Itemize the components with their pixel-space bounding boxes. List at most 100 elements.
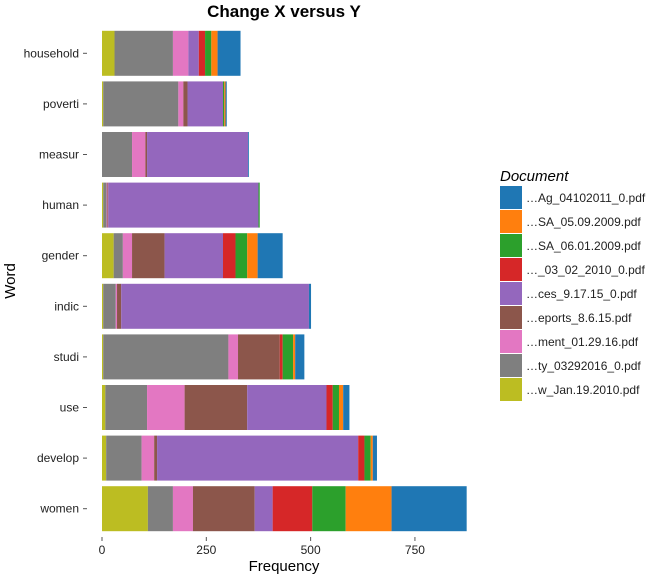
bar-segment-develop-3 — [154, 435, 158, 481]
bar-segment-indic-0 — [102, 283, 104, 329]
bar-segment-develop-2 — [141, 435, 155, 481]
bar-segment-household-7 — [211, 30, 218, 76]
bar-segment-human-4 — [108, 182, 259, 228]
bar-segment-indic-2 — [115, 283, 118, 329]
bar-segment-indic-8 — [308, 283, 312, 329]
y-tick-label: poverti — [43, 97, 79, 111]
y-axis-title: Word — [2, 263, 19, 299]
bar-segment-studi-7 — [293, 334, 296, 380]
bar-segment-measur-4 — [147, 132, 249, 177]
bar-segment-indic-3 — [117, 283, 122, 329]
y-tick-label: household — [24, 46, 79, 60]
y-tick-label: studi — [54, 350, 79, 364]
legend-label: …ty_03292016_0.pdf — [526, 359, 641, 373]
legend-swatch — [500, 282, 522, 305]
bar-segment-poverti-8 — [225, 81, 227, 127]
bar-segment-gender-8 — [257, 233, 283, 279]
bar-segment-studi-0 — [102, 334, 104, 380]
bar-segment-measur-1 — [102, 132, 133, 177]
legend-swatch — [500, 210, 522, 233]
bar-segment-use-1 — [105, 385, 148, 430]
bar-segment-women-0 — [102, 486, 148, 532]
bar-segment-studi-6 — [282, 334, 294, 380]
bar-segment-poverti-4 — [187, 81, 223, 127]
legend-label: …SA_06.01.2009.pdf — [526, 239, 641, 253]
bar-segment-use-7 — [338, 385, 344, 430]
x-tick-label: 500 — [301, 543, 321, 557]
bar-segment-household-8 — [217, 30, 241, 76]
y-tick-label: develop — [37, 451, 79, 465]
bar-segment-studi-1 — [103, 334, 229, 380]
bar-segment-measur-2 — [132, 132, 146, 177]
bar-segment-use-2 — [147, 385, 185, 430]
legend-label: …_03_02_2010_0.pdf — [526, 263, 645, 277]
bar-segment-household-4 — [188, 30, 199, 76]
bar-segment-human-3 — [107, 182, 109, 228]
bar-segment-gender-0 — [102, 233, 114, 279]
bar-segment-women-6 — [312, 486, 346, 532]
bar-segment-women-8 — [391, 486, 467, 532]
bar-segment-use-0 — [102, 385, 106, 430]
legend-swatch — [500, 378, 522, 401]
bar-segment-human-2 — [106, 182, 108, 228]
bar-segment-develop-4 — [157, 435, 359, 481]
legend-label: …Ag_04102011_0.pdf — [526, 191, 646, 205]
bar-segment-household-2 — [172, 30, 189, 76]
bar-segment-indic-1 — [103, 283, 116, 329]
bar-segment-studi-2 — [228, 334, 239, 380]
bar-segment-develop-5 — [358, 435, 365, 481]
bar-segment-develop-0 — [102, 435, 107, 481]
bar-segment-human-1 — [103, 182, 107, 228]
bar-segment-indic-4 — [121, 283, 309, 329]
bar-segment-measur-3 — [145, 132, 148, 177]
chart-title: Change X versus Y — [207, 2, 361, 21]
bar-segment-develop-1 — [106, 435, 142, 481]
bar-segment-household-1 — [114, 30, 173, 76]
bar-segment-household-0 — [102, 30, 115, 76]
bar-segment-use-4 — [247, 385, 327, 430]
bar-segment-women-3 — [192, 486, 255, 532]
bar-segment-use-8 — [343, 385, 350, 430]
bar-segment-poverti-0 — [102, 81, 104, 127]
bar-segment-measur-8 — [248, 132, 249, 177]
bar-segment-use-6 — [332, 385, 339, 430]
y-tick-label: use — [60, 401, 80, 415]
bar-segment-human-6 — [258, 182, 260, 228]
bar-segment-use-3 — [184, 385, 248, 430]
y-tick-label: women — [39, 502, 79, 516]
bar-segment-household-5 — [198, 30, 206, 76]
legend: Document …Ag_04102011_0.pdf …SA_05.09.200… — [500, 168, 646, 401]
legend-label: …SA_05.09.2009.pdf — [526, 215, 641, 229]
y-tick-label: indic — [54, 299, 79, 313]
legend-label: …w_Jan.19.2010.pdf — [526, 383, 640, 397]
bar-segment-develop-8 — [372, 435, 377, 481]
bar-segment-household-6 — [205, 30, 212, 76]
bar-segment-women-4 — [254, 486, 273, 532]
bar-segment-gender-6 — [235, 233, 248, 279]
bar-segment-studi-8 — [295, 334, 305, 380]
bar-segment-gender-1 — [113, 233, 123, 279]
bar-segment-gender-4 — [164, 233, 223, 279]
bar-segment-women-2 — [172, 486, 193, 532]
y-axis-ticks: household poverti measur human gender indic st… — [24, 46, 87, 516]
y-tick-label: gender — [42, 249, 79, 263]
legend-swatch — [500, 186, 522, 209]
bar-segment-poverti-3 — [183, 81, 188, 127]
bar-segment-poverti-2 — [178, 81, 184, 127]
y-tick-label: measur — [39, 148, 79, 162]
bar-segment-gender-3 — [132, 233, 165, 279]
legend-label: …ces_9.17.15_0.pdf — [526, 287, 637, 301]
bar-segment-poverti-7 — [224, 81, 226, 127]
legend-swatch — [500, 354, 522, 377]
bar-segment-develop-6 — [364, 435, 371, 481]
legend-swatch — [500, 258, 522, 281]
legend-label: …eports_8.6.15.pdf — [526, 311, 632, 325]
x-tick-label: 750 — [405, 543, 425, 557]
legend-swatch — [500, 306, 522, 329]
bars-layer — [102, 30, 467, 532]
bar-segment-gender-7 — [247, 233, 258, 279]
y-tick-label: human — [42, 198, 79, 212]
bar-segment-women-7 — [345, 486, 392, 532]
x-tick-label: 250 — [196, 543, 216, 557]
